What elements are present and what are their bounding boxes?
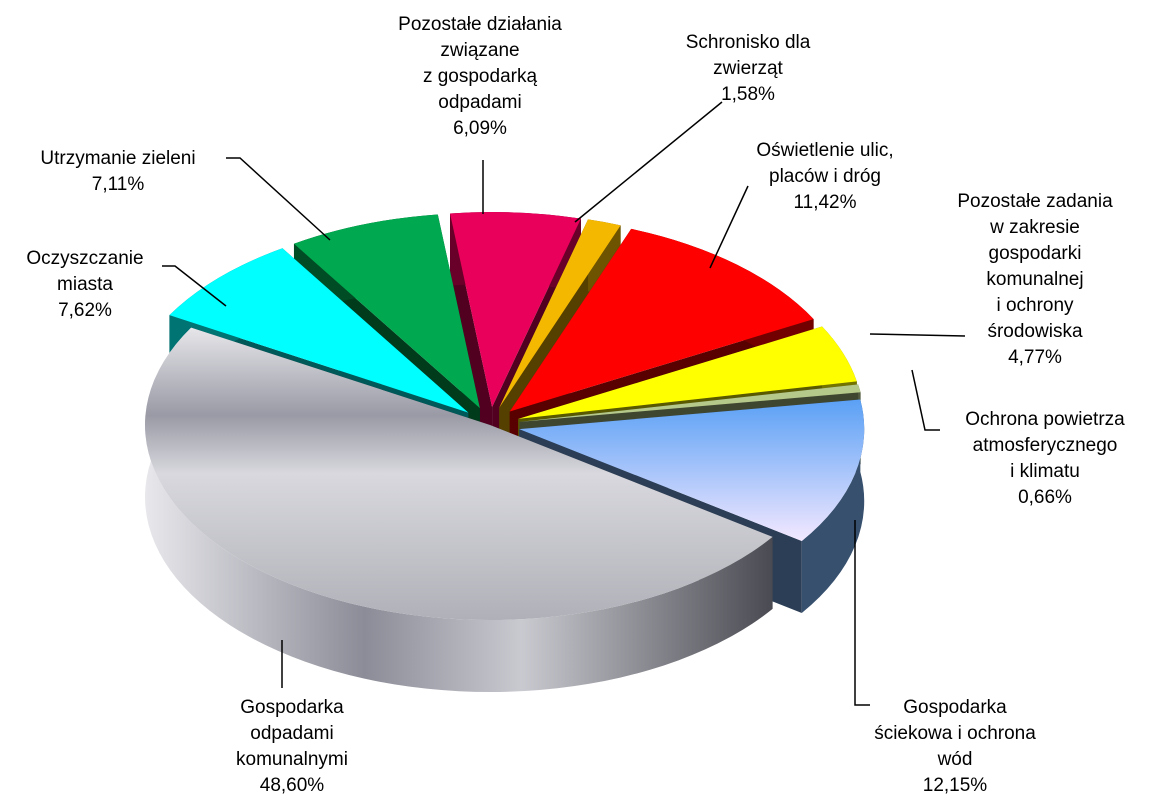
slice-side — [801, 399, 865, 613]
label-line: Pozostałe zadania — [957, 191, 1113, 212]
slice-label: Pozostałe zadania w zakresie gospodarki kom… — [957, 191, 1113, 342]
slice — [293, 214, 480, 409]
slice-side — [144, 327, 773, 693]
slice — [519, 384, 861, 422]
slice-label: Pozostałe działania związane z gospodarką o… — [398, 14, 562, 113]
value-label: 6,09% — [453, 118, 507, 139]
label-line: Gospodarka — [240, 697, 344, 718]
slice-label: Oczyszczanie miasta — [26, 248, 143, 295]
label-line: Schronisko dla — [686, 32, 811, 53]
slice — [450, 212, 581, 408]
label-line: związane — [440, 40, 519, 61]
label-line: wód — [937, 749, 973, 770]
label-line: komunalnymi — [236, 749, 348, 770]
label-line: miasta — [57, 274, 113, 295]
leader-line — [869, 333, 966, 337]
slice-label: Utrzymanie zieleni — [40, 148, 195, 169]
label-line: Gospodarka — [903, 697, 1007, 718]
label-line: z gospodarką — [423, 66, 538, 87]
label-line: i klimatu — [1010, 461, 1080, 482]
label-line: i ochrony — [996, 295, 1074, 316]
label-line: odpadami — [250, 723, 333, 744]
leader-line — [911, 369, 940, 431]
leader-line — [162, 265, 227, 307]
slice-label: Gospodarka odpadami komunalnymi — [236, 697, 348, 770]
leader-line — [854, 520, 870, 706]
label-line: ściekowa i ochrona — [874, 723, 1036, 744]
value-label: 7,62% — [58, 300, 112, 321]
label-line: w zakresie — [989, 217, 1080, 238]
slice — [519, 399, 865, 541]
value-label: 7,11% — [92, 174, 145, 195]
slice-label: Gospodarka ściekowa i ochrona wód — [874, 697, 1036, 770]
slice — [518, 326, 857, 419]
value-label: 0,66% — [1018, 487, 1072, 508]
value-label: 1,58% — [721, 84, 775, 105]
slice-label: Ochrona powietrza atmosferycznego i klimat… — [965, 409, 1125, 482]
label-line: Oświetlenie ulic, — [756, 140, 893, 161]
label-line: Oczyszczanie — [26, 248, 143, 269]
slice — [144, 327, 773, 621]
label-line: środowiska — [987, 321, 1082, 342]
value-label: 48,60% — [260, 775, 325, 796]
label-line: zwierząt — [713, 58, 783, 79]
value-label: 12,15% — [923, 775, 988, 796]
slice-label: Schronisko dla zwierząt — [686, 32, 811, 79]
value-label: 4,77% — [1008, 347, 1062, 368]
label-line: odpadami — [438, 92, 521, 113]
label-line: Pozostałe działania — [398, 14, 562, 35]
leader-line — [226, 157, 331, 241]
label-line: Ochrona powietrza — [965, 409, 1125, 430]
label-line: komunalnej — [986, 269, 1083, 290]
slice — [499, 219, 621, 408]
label-line: gospodarki — [989, 243, 1082, 264]
slice — [509, 228, 814, 412]
leader-line — [574, 101, 723, 223]
value-label: 11,42% — [793, 192, 856, 213]
label-line: Utrzymanie zieleni — [40, 148, 195, 169]
label-line: atmosferycznego — [973, 435, 1118, 456]
slice-label: Oświetlenie ulic, placów i dróg — [756, 140, 893, 187]
label-line: placów i dróg — [769, 166, 881, 187]
leader-line — [709, 185, 749, 269]
slice — [169, 248, 469, 413]
